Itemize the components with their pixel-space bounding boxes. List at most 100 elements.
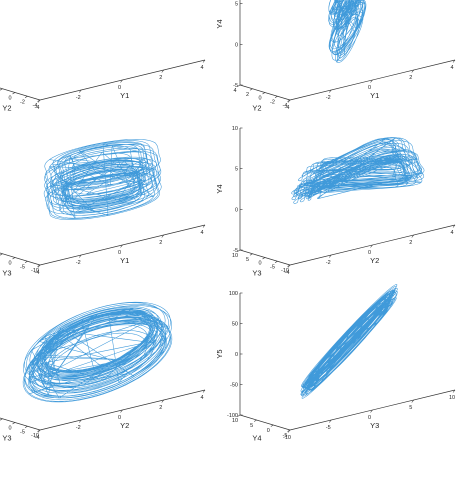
x-tick-mark — [120, 79, 123, 83]
y-axis-label: Y3 — [252, 269, 261, 278]
x-tick-mark — [452, 59, 456, 63]
y-axis-label: Y3 — [2, 434, 11, 443]
z-tick-label: 10 — [232, 126, 238, 132]
z-tick-label: 0 — [235, 42, 238, 48]
x-tick-label: 5 — [409, 405, 412, 411]
y-tick-label: 0 — [258, 96, 261, 102]
x-tick-label: -2 — [326, 95, 331, 101]
y-tick-label: -4 — [33, 103, 38, 109]
y-tick-label: -10 — [281, 268, 289, 274]
x-tick-mark — [452, 224, 456, 228]
z-tick-label: 0 — [235, 207, 238, 213]
x-tick-mark — [329, 89, 332, 93]
x-tick-mark — [79, 254, 82, 258]
x-tick-mark — [411, 399, 414, 403]
y-tick-mark — [237, 84, 241, 87]
z-axis-label: Y4 — [215, 184, 224, 193]
x-tick-label: -2 — [76, 260, 81, 266]
y-tick-label: 10 — [232, 253, 238, 259]
y-tick-label: 10 — [232, 418, 238, 424]
y-tick-mark — [249, 253, 253, 256]
y-tick-mark — [0, 253, 3, 256]
y-tick-label: 0 — [8, 96, 11, 102]
y-tick-label: -10 — [31, 433, 39, 439]
z-tick-label: -5 — [233, 248, 238, 254]
y-tick-label: 0 — [258, 261, 261, 267]
x-tick-mark — [120, 409, 123, 413]
x-tick-label: -2 — [76, 425, 81, 431]
x-tick-mark — [411, 234, 414, 238]
y-tick-mark — [24, 95, 28, 99]
z-tick-label: -50 — [230, 383, 238, 389]
y-tick-mark — [12, 422, 16, 425]
x-tick-mark — [329, 419, 332, 423]
y-tick-label: 0 — [267, 428, 270, 434]
y-tick-label: 5 — [246, 257, 249, 263]
z-tick-label: -5 — [233, 83, 238, 89]
x-tick-label: -4 — [285, 270, 290, 276]
y-tick-mark — [287, 429, 291, 432]
x-tick-label: 2 — [159, 405, 162, 411]
y-tick-label: -5 — [20, 429, 25, 435]
y-tick-mark — [0, 88, 3, 91]
y-tick-label: -2 — [20, 99, 25, 105]
y-tick-mark — [24, 260, 28, 264]
y-tick-label: -5 — [270, 264, 275, 270]
x-axis-label: Y1 — [120, 91, 129, 100]
x-tick-label: -4 — [35, 270, 40, 276]
x-tick-mark — [202, 59, 206, 63]
x-tick-mark — [79, 419, 82, 423]
y-tick-mark — [287, 99, 291, 102]
x-tick-label: 10 — [449, 395, 455, 401]
x-axis-label: Y2 — [120, 421, 129, 430]
z-axis-label: Y5 — [215, 349, 224, 358]
y-tick-label: -2 — [270, 99, 275, 105]
x-tick-label: 0 — [368, 415, 371, 421]
x-tick-mark — [370, 79, 373, 83]
x-tick-label: -4 — [285, 105, 290, 111]
y-tick-label: 0 — [8, 261, 11, 267]
attractor-trajectory — [22, 301, 173, 403]
x-tick-label: 2 — [159, 240, 162, 246]
x-axis-label: Y1 — [120, 256, 129, 265]
x-tick-mark — [202, 224, 206, 228]
y-tick-mark — [270, 424, 274, 427]
x-tick-mark — [79, 89, 82, 93]
y-tick-mark — [254, 419, 257, 422]
z-tick-label: 100 — [229, 291, 238, 297]
y-tick-label: 5 — [250, 423, 253, 429]
y-tick-label: 2 — [246, 92, 249, 98]
attractor-trajectory — [291, 137, 425, 204]
x-axis-label: Y3 — [370, 421, 379, 430]
x-tick-label: 2 — [159, 75, 162, 81]
y-tick-mark — [37, 264, 41, 267]
x-tick-mark — [452, 389, 456, 393]
y-tick-label: -5 — [20, 264, 25, 270]
y-axis-label: Y2 — [252, 104, 261, 113]
x-tick-label: 4 — [200, 65, 203, 71]
x-axis-label: Y1 — [370, 91, 379, 100]
y-tick-mark — [12, 257, 16, 260]
y-axis-label: Y4 — [252, 434, 261, 443]
attractor-trajectory — [43, 139, 162, 220]
y-tick-mark — [262, 257, 266, 260]
x-tick-label: -10 — [283, 435, 291, 441]
y-tick-mark — [237, 414, 241, 417]
x-tick-label: -2 — [76, 95, 81, 101]
x-tick-mark — [329, 254, 332, 258]
x-tick-label: -4 — [35, 435, 40, 441]
x-tick-label: -2 — [326, 260, 331, 266]
y-tick-mark — [37, 99, 41, 102]
x-tick-mark — [120, 244, 123, 248]
x-tick-mark — [161, 69, 164, 73]
y-tick-mark — [287, 264, 291, 267]
y-tick-mark — [37, 429, 41, 432]
y-tick-mark — [237, 249, 241, 252]
